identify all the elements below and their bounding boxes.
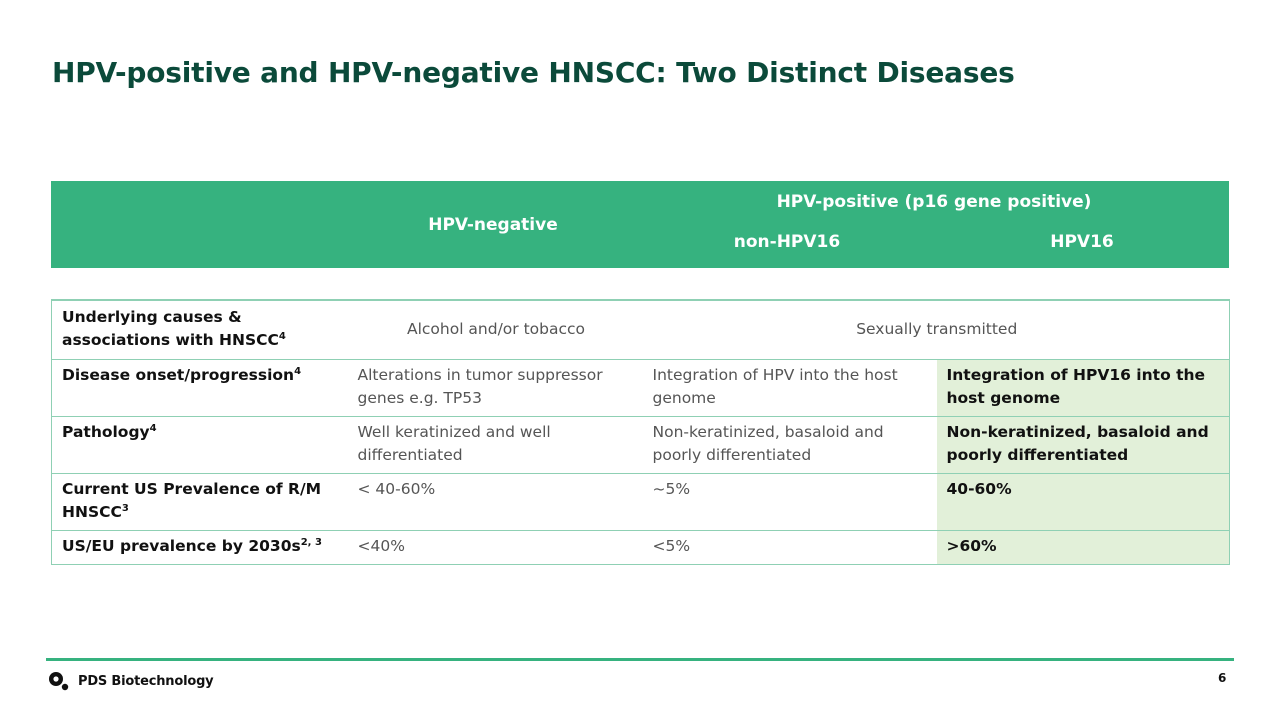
comparison-table: Underlying causes & associations with HN… [51,299,1230,565]
header-hpv-negative: HPV-negative [428,214,558,235]
cell-non-hpv16: <5% [642,530,937,565]
page-number: 6 [1218,671,1227,685]
cell-hpv-positive: Sexually transmitted [642,299,1230,360]
row-label: Underlying causes & associations with HN… [51,299,348,360]
table-row: Current US Prevalence of R/M HNSCC3 < 40… [51,473,1230,531]
cell-hpv-negative: <40% [347,530,643,565]
cell-hpv16: Non-keratinized, basaloid and poorly dif… [936,416,1230,474]
cell-hpv16: >60% [936,530,1230,565]
company-name: PDS Biotechnology [78,673,214,689]
cell-non-hpv16: Integration of HPV into the host genome [642,359,937,417]
row-label: US/EU prevalence by 2030s2, 3 [51,530,348,565]
header-non-hpv16: non-HPV16 [733,232,841,252]
table-row: Underlying causes & associations with HN… [51,299,1230,360]
row-label: Disease onset/progression4 [51,359,348,417]
cell-hpv-negative: Well keratinized and well differentiated [347,416,643,474]
table-row: US/EU prevalence by 2030s2, 3 <40% <5% >… [51,530,1230,565]
cell-hpv16: 40-60% [936,473,1230,531]
table-row: Pathology4 Well keratinized and well dif… [51,416,1230,474]
company-logo: PDS Biotechnology [48,671,214,691]
page-title: HPV-positive and HPV-negative HNSCC: Two… [52,56,1015,89]
header-hpv-positive: HPV-positive (p16 gene positive) [776,192,1092,212]
header-hpv16: HPV16 [1050,232,1114,252]
cell-non-hpv16: ~5% [642,473,937,531]
table-row: Disease onset/progression4 Alterations i… [51,359,1230,417]
table-header: HPV-negative HPV-positive (p16 gene posi… [51,181,1229,268]
cell-hpv-negative: Alcohol and/or tobacco [347,299,643,360]
cell-hpv-negative: Alterations in tumor suppressor genes e.… [347,359,643,417]
row-label: Pathology4 [51,416,348,474]
row-label: Current US Prevalence of R/M HNSCC3 [51,473,348,531]
footer-divider [46,658,1234,661]
cell-hpv16: Integration of HPV16 into the host genom… [936,359,1230,417]
pds-logo-icon [49,672,69,691]
cell-non-hpv16: Non-keratinized, basaloid and poorly dif… [642,416,937,474]
cell-hpv-negative: < 40-60% [347,473,643,531]
